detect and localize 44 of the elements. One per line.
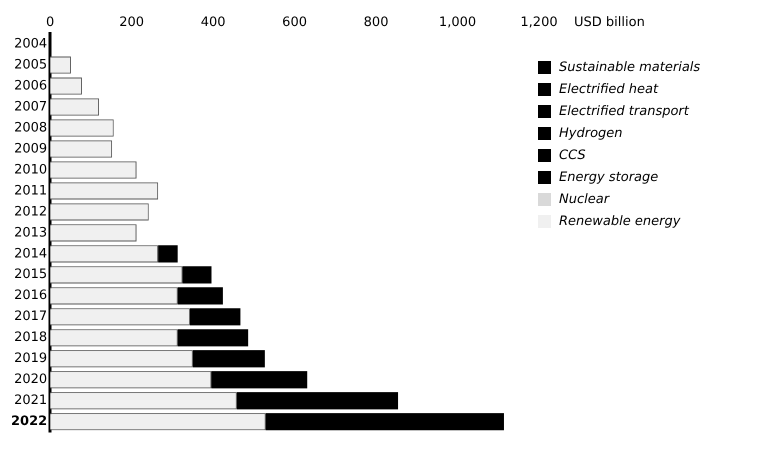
y-tick-label: 2018 xyxy=(14,330,48,346)
y-tick-label: 2007 xyxy=(14,99,48,114)
bar xyxy=(182,266,212,284)
y-tick-label: 2016 xyxy=(14,288,48,304)
x-tick-label: 800 xyxy=(364,15,388,30)
y-tick-label: 2005 xyxy=(14,57,48,72)
y-tick-label: 2010 xyxy=(14,162,48,178)
bar xyxy=(178,287,223,304)
legend-label: Energy storage xyxy=(559,170,658,184)
x-tick-label: 400 xyxy=(200,15,226,30)
y-tick-label: 2014 xyxy=(14,246,48,262)
bar xyxy=(192,350,265,368)
x-axis-title: USD billion xyxy=(574,15,645,30)
y-tick-label: 2015 xyxy=(14,267,48,282)
legend-label: CCS xyxy=(559,148,586,162)
legend-label: Renewable energy xyxy=(559,214,680,228)
legend-label: Sustainable materials xyxy=(559,60,700,74)
y-tick-label: 2021 xyxy=(14,393,48,408)
y-tick-label: 2006 xyxy=(14,78,48,94)
x-tick-label: 0 xyxy=(46,15,54,30)
x-tick-label: 1,200 xyxy=(520,15,558,30)
y-tick-label: 2019 xyxy=(14,351,48,366)
y-tick-label: 2009 xyxy=(14,141,48,156)
y-tick-label: 2011 xyxy=(14,183,48,198)
bar xyxy=(190,308,240,326)
y-tick-label: 2022 xyxy=(10,414,48,430)
x-tick-label: 200 xyxy=(119,15,144,30)
legend-label: Nuclear xyxy=(559,192,610,206)
y-tick-label: 2017 xyxy=(14,309,48,324)
bar xyxy=(236,392,398,410)
y-tick-label: 2020 xyxy=(14,372,48,388)
x-tick-label: 1,000 xyxy=(438,15,476,30)
bar xyxy=(178,329,248,346)
y-tick-label: 2013 xyxy=(14,225,48,240)
bar xyxy=(158,245,178,262)
legend-label: Hydrogen xyxy=(559,126,623,140)
legend-label: Electrified heat xyxy=(559,82,658,96)
bar xyxy=(211,371,308,388)
y-tick-label: 2008 xyxy=(14,120,48,136)
legend-label: Electrified transport xyxy=(559,104,689,118)
bar xyxy=(266,413,504,430)
y-tick-label: 2012 xyxy=(14,204,48,220)
y-tick-label: 2004 xyxy=(14,36,48,52)
x-tick-label: 600 xyxy=(282,15,308,30)
